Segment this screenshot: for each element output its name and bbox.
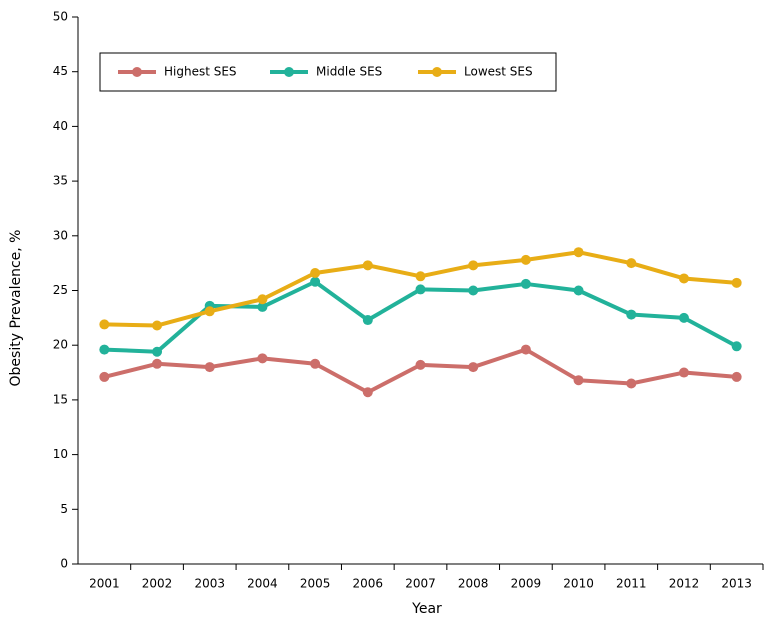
y-tick-label: 15 xyxy=(53,392,68,406)
legend-label: Lowest SES xyxy=(464,65,533,79)
data-point xyxy=(152,358,163,369)
data-point xyxy=(310,267,321,278)
data-point xyxy=(362,260,373,271)
data-point xyxy=(415,359,426,370)
data-point xyxy=(152,320,163,331)
y-tick-label: 5 xyxy=(60,502,68,516)
x-tick-label: 2003 xyxy=(194,577,225,591)
data-point xyxy=(99,344,110,355)
data-point xyxy=(257,294,268,305)
data-point xyxy=(468,285,479,296)
data-point xyxy=(573,285,584,296)
data-point xyxy=(468,362,479,373)
data-point xyxy=(678,273,689,284)
data-point xyxy=(626,309,637,320)
y-axis-label: Obesity Prevalence, % xyxy=(8,230,24,387)
y-tick-label: 35 xyxy=(53,174,68,188)
data-point xyxy=(204,306,215,317)
data-point xyxy=(678,312,689,323)
legend-marker xyxy=(132,67,142,77)
legend-marker xyxy=(432,67,442,77)
y-tick-label: 30 xyxy=(53,228,68,242)
data-point xyxy=(731,277,742,288)
data-point xyxy=(415,271,426,282)
data-point xyxy=(520,344,531,355)
data-point xyxy=(573,375,584,386)
x-tick-label: 2007 xyxy=(405,577,436,591)
x-tick-label: 2004 xyxy=(247,577,278,591)
y-tick-label: 20 xyxy=(53,338,68,352)
data-point xyxy=(415,284,426,295)
x-tick-label: 2006 xyxy=(353,577,384,591)
x-tick-label: 2001 xyxy=(89,577,120,591)
y-tick-label: 25 xyxy=(53,283,68,297)
data-point xyxy=(204,362,215,373)
data-point xyxy=(310,358,321,369)
legend-label: Middle SES xyxy=(316,65,382,79)
data-point xyxy=(731,341,742,352)
x-tick-label: 2012 xyxy=(669,577,700,591)
data-point xyxy=(152,346,163,357)
data-point xyxy=(257,353,268,364)
data-point xyxy=(678,367,689,378)
data-point xyxy=(310,276,321,287)
legend-box xyxy=(99,52,557,92)
data-point xyxy=(362,387,373,398)
x-tick-label: 2009 xyxy=(511,577,542,591)
data-point xyxy=(362,315,373,326)
x-tick-label: 2013 xyxy=(721,577,752,591)
data-point xyxy=(626,378,637,389)
y-tick-label: 40 xyxy=(53,119,68,133)
series-line xyxy=(103,347,737,395)
x-axis-label: Year xyxy=(411,601,442,617)
x-tick-label: 2002 xyxy=(142,577,173,591)
data-point xyxy=(99,319,110,330)
data-point xyxy=(731,371,742,382)
data-point xyxy=(626,258,637,269)
data-point xyxy=(257,301,268,312)
y-tick-label: 0 xyxy=(60,557,68,571)
legend-marker xyxy=(284,67,294,77)
y-tick-label: 10 xyxy=(53,447,68,461)
data-point xyxy=(573,247,584,258)
data-point xyxy=(520,278,531,289)
y-tick-label: 45 xyxy=(53,64,68,78)
data-point xyxy=(99,371,110,382)
x-tick-label: 2008 xyxy=(458,577,489,591)
x-tick-label: 2010 xyxy=(563,577,594,591)
data-point xyxy=(468,260,479,271)
data-point xyxy=(520,254,531,265)
x-tick-label: 2005 xyxy=(300,577,331,591)
x-tick-label: 2011 xyxy=(616,577,647,591)
legend-label: Highest SES xyxy=(164,65,237,79)
y-tick-label: 50 xyxy=(53,10,68,24)
